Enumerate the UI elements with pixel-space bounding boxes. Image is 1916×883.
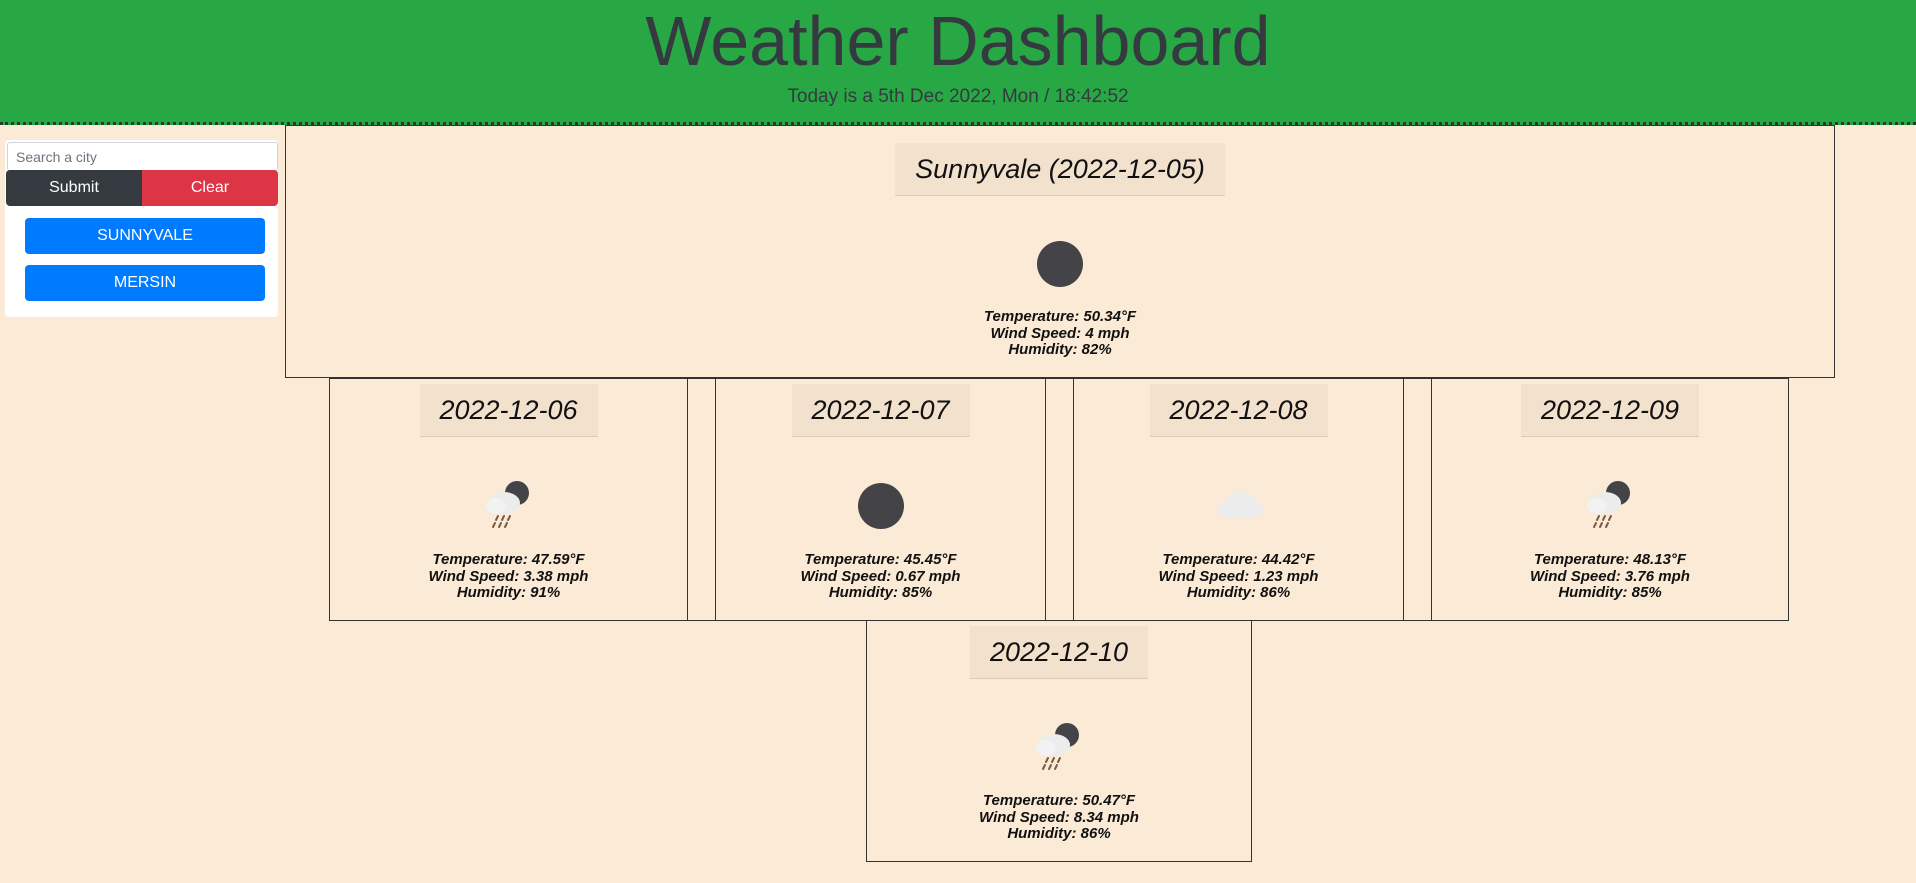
forecast-date: 2022-12-08 (1149, 384, 1328, 437)
wind-speed-text: Wind Speed: 3.38 mph (428, 567, 589, 585)
history-city-mersin[interactable]: MERSIN (25, 265, 265, 301)
temperature-text: Temperature: 50.34°F (983, 308, 1137, 325)
current-stats: Temperature: 50.34°F Wind Speed: 4 mph H… (286, 308, 1834, 359)
forecast-card: 2022-12-10 Temperature: 50.47°F Wind Spe… (866, 620, 1252, 862)
forecast-date: 2022-12-06 (419, 384, 598, 437)
forecast-stats: Temperature: 45.45°F Wind Speed: 0.67 mp… (716, 551, 1045, 602)
page-title: Weather Dashboard (645, 2, 1271, 80)
forecast-card: 2022-12-09 Temperature: 48.13°F Wind Spe… (1431, 378, 1789, 621)
temperature-text: Temperature: 48.13°F (1533, 551, 1687, 568)
humidity-text: Humidity: 85% (1558, 584, 1662, 601)
dark-circle-icon (1030, 234, 1090, 294)
submit-button[interactable]: Submit (6, 170, 142, 206)
humidity-text: Humidity: 86% (1186, 584, 1291, 601)
card-gutter (687, 378, 716, 621)
search-panel: Submit Clear SUNNYVALE MERSIN (5, 140, 278, 317)
forecast-date: 2022-12-10 (969, 626, 1149, 679)
wind-speed-text: Wind Speed: 4 mph (990, 324, 1130, 342)
wind-speed-text: Wind Speed: 8.34 mph (979, 808, 1139, 826)
humidity-text: Humidity: 91% (456, 584, 561, 601)
rain-night-icon (479, 476, 539, 536)
forecast-stats: Temperature: 44.42°F Wind Speed: 1.23 mp… (1074, 551, 1403, 602)
humidity-text: Humidity: 82% (1008, 341, 1112, 358)
humidity-text: Humidity: 85% (828, 584, 933, 601)
dark-circle-icon (851, 476, 911, 536)
wind-speed-text: Wind Speed: 3.76 mph (1530, 567, 1690, 585)
current-city-title: Sunnyvale (2022-12-05) (895, 143, 1225, 196)
history-city-sunnyvale[interactable]: SUNNYVALE (25, 218, 265, 254)
current-date: Today is a 5th Dec 2022, Mon / 18:42:52 (787, 86, 1129, 107)
forecast-date: 2022-12-07 (791, 384, 970, 437)
search-input[interactable] (7, 142, 278, 171)
rain-night-icon (1029, 718, 1089, 778)
forecast-card: 2022-12-08 Temperature: 44.42°F Wind Spe… (1073, 378, 1404, 621)
page-header: Weather Dashboard Today is a 5th Dec 202… (0, 0, 1916, 125)
wind-speed-text: Wind Speed: 1.23 mph (1158, 567, 1319, 585)
wind-speed-text: Wind Speed: 0.67 mph (800, 567, 961, 585)
clear-button[interactable]: Clear (142, 170, 278, 206)
temperature-text: Temperature: 44.42°F (1162, 551, 1315, 568)
forecast-date: 2022-12-09 (1520, 384, 1700, 437)
temperature-text: Temperature: 47.59°F (432, 551, 585, 568)
forecast-card: 2022-12-07 Temperature: 45.45°F Wind Spe… (715, 378, 1046, 621)
forecast-card: 2022-12-06 Temperature: 47.59°F Wind Spe… (329, 378, 688, 621)
current-weather-card: Sunnyvale (2022-12-05) Temperature: 50.3… (285, 125, 1835, 378)
card-gutter (1403, 378, 1432, 621)
temperature-text: Temperature: 50.47°F (982, 792, 1136, 809)
card-gutter (1045, 378, 1074, 621)
forecast-stats: Temperature: 50.47°F Wind Speed: 8.34 mp… (867, 792, 1251, 843)
temperature-text: Temperature: 45.45°F (804, 551, 957, 568)
cloud-icon (1209, 476, 1269, 536)
rain-night-icon (1580, 476, 1640, 536)
humidity-text: Humidity: 86% (1007, 825, 1111, 842)
forecast-stats: Temperature: 48.13°F Wind Speed: 3.76 mp… (1432, 551, 1788, 602)
forecast-stats: Temperature: 47.59°F Wind Speed: 3.38 mp… (330, 551, 687, 602)
